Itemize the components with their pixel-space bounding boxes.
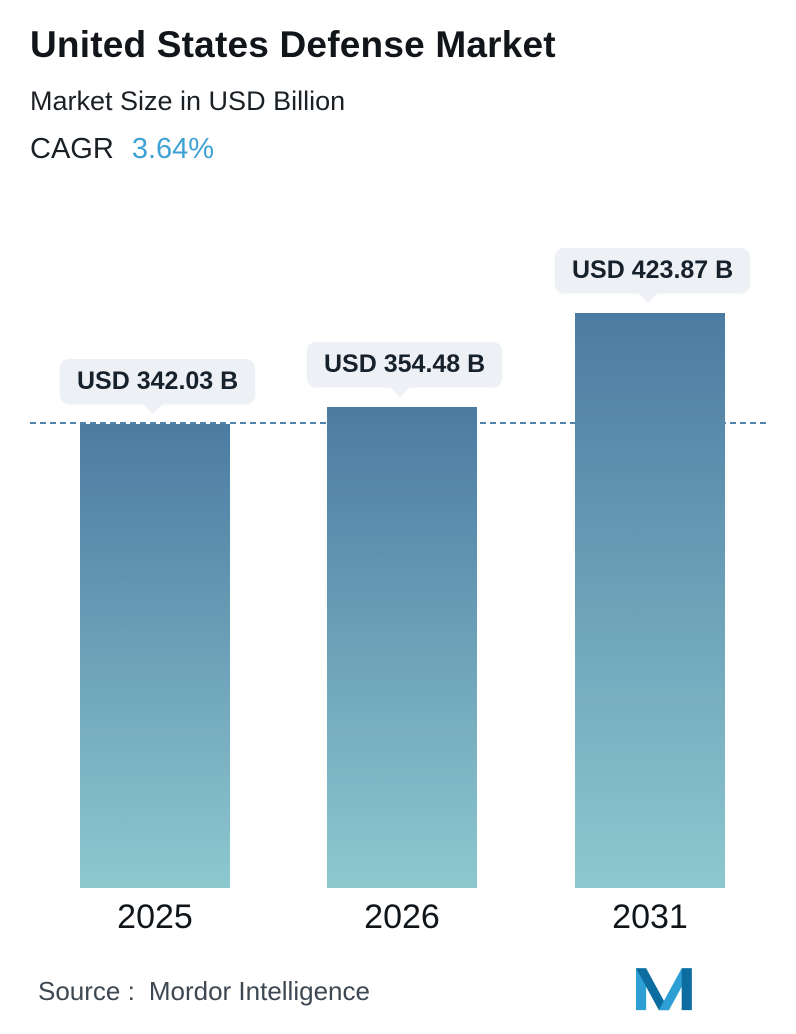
page-title: United States Defense Market <box>30 24 556 65</box>
value-callout: USD 354.48 B <box>307 342 503 398</box>
cagr-row: CAGR 3.64% <box>30 133 556 166</box>
chart-header: United States Defense Market Market Size… <box>30 24 556 166</box>
bar-2025 <box>80 424 230 888</box>
value-callout: USD 342.03 B <box>60 359 256 415</box>
bar-2031 <box>575 313 725 888</box>
bar-chart-plot-area: USD 342.03 B 2025 USD 354.48 B 2026 USD … <box>0 200 796 936</box>
x-axis-label: 2025 <box>117 898 193 936</box>
mordor-intelligence-logo <box>636 968 692 1011</box>
x-axis-label: 2031 <box>612 898 688 936</box>
x-axis-label: 2026 <box>364 898 440 936</box>
source-value: Mordor Intelligence <box>148 976 370 1006</box>
source-attribution: Source : Mordor Intelligence <box>38 976 370 1007</box>
source-label: Source : <box>38 976 135 1006</box>
cagr-value: 3.64% <box>131 133 215 165</box>
value-callout: USD 423.87 B <box>555 248 751 303</box>
chart-subtitle: Market Size in USD Billion <box>30 86 346 116</box>
bar-2026 <box>327 407 477 888</box>
cagr-label: CAGR <box>30 133 114 165</box>
